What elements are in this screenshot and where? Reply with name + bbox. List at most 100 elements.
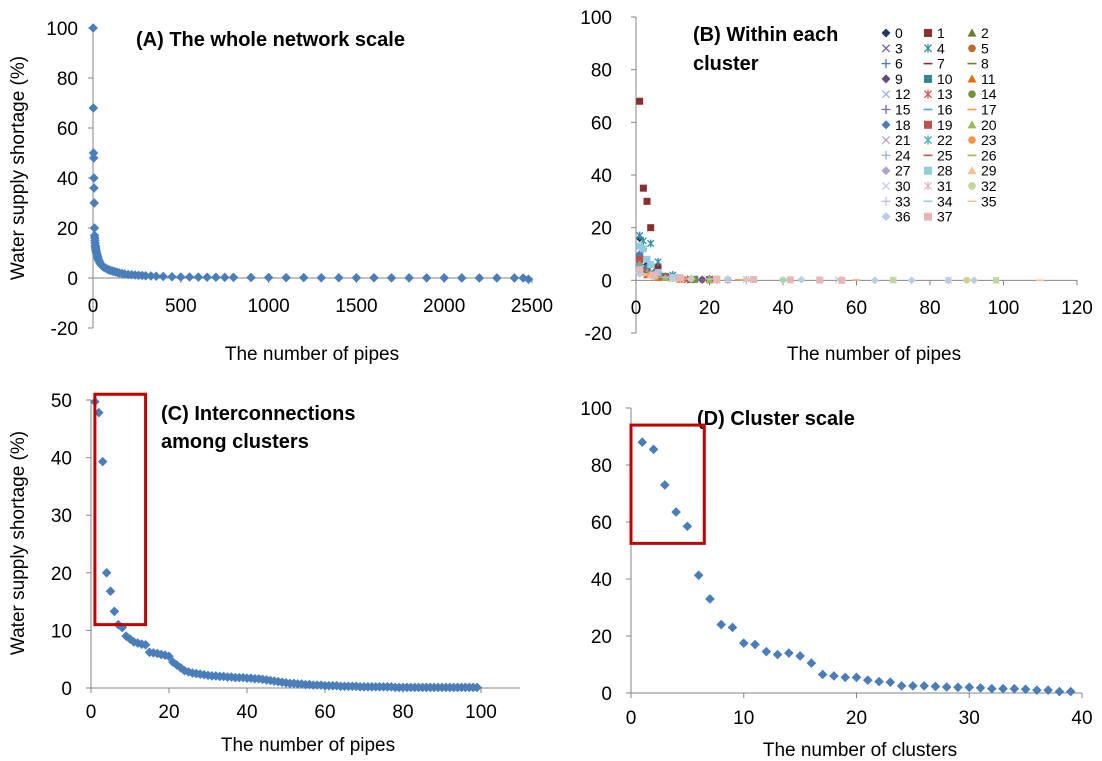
panel-b-data-point — [636, 97, 644, 105]
legend-item: 21 — [881, 132, 911, 148]
legend-label: 11 — [981, 71, 996, 87]
panel-a-data-point — [219, 272, 230, 283]
legend-label: 9 — [895, 71, 903, 87]
panel-d-data-point — [637, 437, 648, 447]
panel-a-data-point — [246, 272, 256, 283]
panel-d-x-tick-label: 20 — [846, 708, 867, 729]
panel-a-data-point — [523, 274, 534, 285]
legend-item: 35 — [967, 193, 997, 209]
panel-c-data-point — [94, 407, 104, 418]
panel-b-data-point — [650, 271, 658, 279]
panel-c-x-tick-label: 60 — [314, 702, 335, 723]
legend-marker — [881, 181, 891, 191]
panel-d-data-point — [727, 622, 738, 633]
legend-item: 13 — [923, 86, 953, 102]
panel-a-title: (A) The whole network scale — [136, 29, 405, 51]
panel-a-y-tick-label: 80 — [57, 69, 78, 90]
legend-marker — [881, 74, 891, 84]
panel-b-data-point — [970, 276, 979, 285]
panel-a-data-point — [140, 270, 151, 281]
panel-b-y-tick-label: 60 — [591, 113, 612, 134]
panel-b-data-point — [713, 275, 721, 283]
panel-b-data-point — [698, 275, 707, 284]
panel-d-data-point — [829, 671, 839, 681]
legend-marker — [881, 212, 891, 222]
panel-a-x-tick-label: 500 — [165, 296, 197, 317]
legend-item: 10 — [924, 71, 953, 87]
panel-a-data-point — [386, 273, 397, 283]
legend-marker — [881, 44, 891, 53]
legend-item: 3 — [881, 40, 903, 56]
legend-item: 32 — [968, 178, 997, 194]
panel-c-chart: Water supply shortage (%) (C) Interconne… — [8, 391, 520, 756]
panel-a-x-tick-label: 1000 — [247, 296, 289, 317]
panel-c-x-tick-label: 100 — [465, 702, 497, 723]
legend-label: 24 — [895, 147, 911, 163]
legend-item: 29 — [967, 163, 997, 179]
legend-marker — [924, 29, 932, 37]
panel-c-data-point — [164, 651, 174, 662]
panel-d-data-point — [1009, 683, 1020, 694]
legend-item: 15 — [881, 102, 911, 118]
legend-label: 13 — [937, 86, 953, 102]
legend-label: 23 — [981, 132, 997, 148]
panel-a-data-point — [281, 272, 291, 283]
legend-item: 20 — [967, 117, 997, 133]
panel-d-data-point — [998, 683, 1008, 694]
panel-a-data-point — [211, 272, 221, 283]
panel-a-data-point — [176, 272, 186, 282]
panel-d-data-point — [908, 681, 918, 691]
panel-a-data-point — [316, 272, 327, 283]
panel-c-data-point — [105, 586, 116, 597]
legend-label: 22 — [937, 132, 953, 148]
panel-d-data-point — [896, 681, 907, 691]
panel-b-data-point — [870, 276, 879, 285]
legend-label: 20 — [981, 117, 997, 133]
panel-d-y-tick-label: 0 — [601, 684, 612, 705]
panel-b-x-tick-label: 0 — [631, 298, 642, 319]
legend-item: 23 — [968, 132, 997, 148]
legend-label: 37 — [937, 209, 953, 225]
panel-d-x-tick-label: 10 — [733, 708, 754, 729]
legend-marker — [924, 120, 932, 129]
legend-marker — [881, 28, 891, 38]
panel-b-points — [635, 97, 1045, 285]
legend-item: 11 — [967, 71, 996, 87]
panel-a-data-point — [158, 271, 169, 282]
legend-item: 30 — [881, 178, 911, 194]
legend-marker — [881, 136, 891, 145]
legend-label: 31 — [937, 178, 953, 194]
panel-d-highlight-box — [629, 423, 706, 545]
panel-c-data-point — [140, 640, 151, 650]
panel-c-points — [90, 396, 482, 693]
panel-b-data-point — [639, 184, 647, 192]
panel-d-data-point — [716, 619, 726, 630]
legend-label: 19 — [937, 117, 953, 133]
panel-c-y-tick-label: 40 — [51, 449, 72, 470]
panel-a-x-tick-label: 2500 — [511, 296, 553, 317]
panel-d-data-point — [840, 672, 851, 683]
panel-b-x-tick-label: 80 — [919, 298, 940, 319]
panel-b-y-tick-label: 80 — [591, 61, 612, 82]
legend-item: 19 — [924, 117, 953, 133]
legend-marker — [968, 182, 976, 190]
panel-b-data-point — [676, 274, 684, 282]
panel-a-y-tick-label: 20 — [57, 219, 78, 240]
panel-b-x-tick-label: 100 — [988, 298, 1020, 319]
panel-d-data-point — [1032, 685, 1042, 695]
legend-label: 6 — [895, 56, 903, 72]
legend-marker — [923, 43, 933, 53]
panel-a-y-tick-label: 100 — [46, 19, 78, 40]
legend-item: 25 — [923, 147, 953, 163]
panel-b-data-point — [992, 276, 1000, 284]
panel-c-data-point — [472, 682, 482, 693]
panel-c-title-line-2: among clusters — [161, 431, 309, 453]
panel-b-x-tick-label: 120 — [1061, 298, 1093, 319]
panel-b-y-tick-label: 0 — [601, 271, 612, 292]
legend-label: 3 — [895, 40, 903, 56]
panel-d-data-point — [862, 675, 873, 685]
panel-a-data-point — [88, 103, 99, 113]
panel-d-y-tick-label: 100 — [580, 399, 612, 420]
legend-label: 35 — [981, 193, 997, 209]
